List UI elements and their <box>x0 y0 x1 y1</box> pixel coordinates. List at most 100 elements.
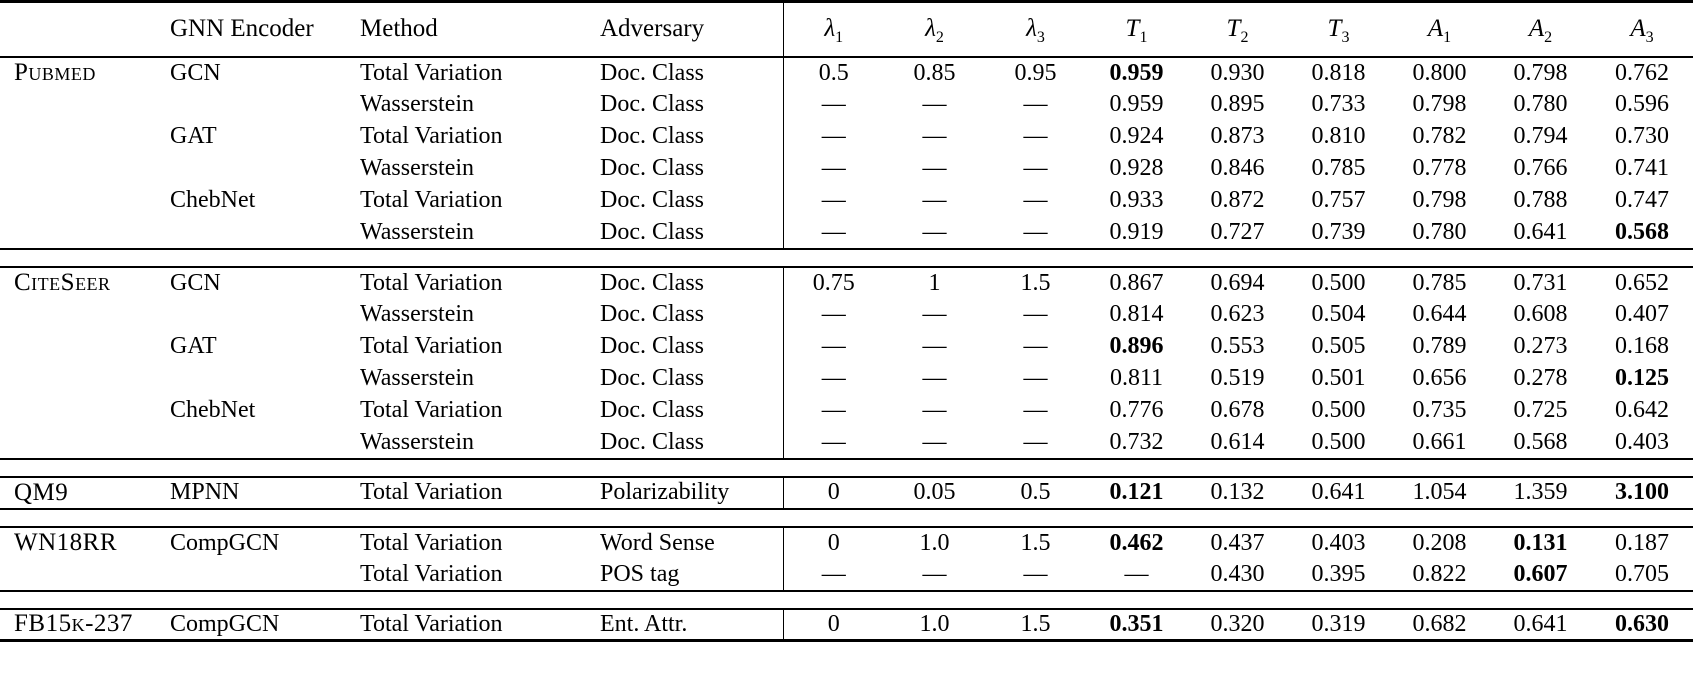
encoder-label <box>170 217 360 249</box>
method-label: Total Variation <box>360 333 503 359</box>
value-cell: 1.0 <box>919 529 950 556</box>
value-cell: 0.933 <box>1109 187 1164 213</box>
value-cell: 0.85 <box>913 59 956 86</box>
value-cell: 0.895 <box>1210 91 1265 117</box>
dataset-label <box>0 89 170 121</box>
header-gnn-encoder: GNN Encoder <box>170 1 360 58</box>
value-cell: — <box>922 91 947 117</box>
method-label: Total Variation <box>360 269 503 296</box>
value-cell: — <box>922 123 947 149</box>
value-cell: 0.661 <box>1412 428 1467 455</box>
value-cell: 0.731 <box>1513 269 1568 296</box>
table-row: Wasserstein Doc. Class — — — 0.928 0.846 0.785 0… <box>0 152 1693 185</box>
header-a-2: A2 <box>1490 1 1591 58</box>
encoder-label <box>170 427 360 459</box>
value-cell: 0.608 <box>1513 301 1568 327</box>
adversary-label: Doc. Class <box>600 298 784 331</box>
value-cell: 0.403 <box>1311 529 1366 556</box>
value-cell: 0.278 <box>1513 365 1568 391</box>
encoder-label <box>170 89 360 121</box>
encoder-label: GAT <box>170 333 217 359</box>
dataset-label <box>0 121 170 153</box>
header-lambda-2: λ2 <box>884 1 985 58</box>
value-cell: 0.800 <box>1412 59 1467 86</box>
value-cell: 0.641 <box>1311 479 1366 505</box>
value-cell: 0.500 <box>1311 397 1366 423</box>
value-cell: 0.757 <box>1311 187 1366 213</box>
value-cell: 0.641 <box>1513 218 1568 245</box>
value-cell: 0.641 <box>1513 610 1568 637</box>
adversary-label: Doc. Class <box>600 56 784 89</box>
header-method: Method <box>360 1 600 58</box>
adversary-label: Word Sense <box>600 526 784 559</box>
value-cell: 0.762 <box>1615 59 1669 86</box>
group-separator <box>0 457 1693 478</box>
value-cell: 0.727 <box>1210 218 1265 245</box>
method-label: Total Variation <box>360 529 503 556</box>
dataset-label <box>0 363 170 395</box>
value-cell: — <box>821 365 846 391</box>
method-label: Wasserstein <box>360 301 475 327</box>
value-cell: 0.320 <box>1210 610 1265 637</box>
value-cell: 0.208 <box>1412 529 1467 556</box>
value-cell: 1.5 <box>1020 269 1051 296</box>
value-cell: 0.814 <box>1109 301 1164 327</box>
header-a-3: A3 <box>1591 1 1693 58</box>
encoder-label <box>170 559 360 591</box>
value-cell: 0.739 <box>1311 218 1366 245</box>
value-cell: — <box>821 560 846 587</box>
adversary-label: Doc. Class <box>600 330 784 363</box>
method-label: Total Variation <box>360 560 503 587</box>
value-cell: 0.794 <box>1513 123 1568 149</box>
value-cell: 0.682 <box>1412 610 1467 637</box>
value-cell: 0.811 <box>1109 365 1164 391</box>
value-cell: 0.05 <box>913 479 956 505</box>
table-row: Wasserstein Doc. Class — — — 0.959 0.895 0.733 0… <box>0 88 1693 121</box>
value-cell: 0.785 <box>1311 155 1366 181</box>
value-cell: 0.5 <box>818 59 849 86</box>
value-cell: 0.776 <box>1109 397 1164 423</box>
dataset-label: WN18RR <box>14 529 117 556</box>
value-cell: 0.187 <box>1615 529 1669 556</box>
value-cell: — <box>922 333 947 359</box>
value-cell: — <box>821 218 846 245</box>
value-cell: 0.656 <box>1412 365 1467 391</box>
group-separator-rule <box>0 589 1693 610</box>
value-cell: 0.568 <box>1513 428 1568 455</box>
value-cell: 0.928 <box>1109 155 1164 181</box>
value-cell: — <box>1023 91 1048 117</box>
value-cell: 0.125 <box>1615 365 1669 391</box>
table-header: GNN Encoder Method Adversary λ1 λ2 λ3 T1 T2 T… <box>0 1 1693 58</box>
value-cell: — <box>821 333 846 359</box>
value-cell: 0.798 <box>1412 187 1467 213</box>
value-cell: 0.652 <box>1615 269 1669 296</box>
value-cell: 0.778 <box>1412 155 1467 181</box>
value-cell: 0.504 <box>1311 301 1366 327</box>
dataset-label: CiteSeer <box>14 269 111 296</box>
dataset-label: QM9 <box>14 478 69 506</box>
adversary-label: Doc. Class <box>600 426 784 459</box>
value-cell: 1.5 <box>1020 610 1051 637</box>
value-cell: 0.5 <box>1020 479 1051 505</box>
value-cell: — <box>1023 187 1048 213</box>
table-row: Wasserstein Doc. Class — — — 0.811 0.519 0.501 0… <box>0 362 1693 395</box>
value-cell: — <box>1023 397 1048 423</box>
header-adversary: Adversary <box>600 1 784 58</box>
value-cell: — <box>922 218 947 245</box>
value-cell: 0.553 <box>1210 333 1265 359</box>
method-label: Total Variation <box>360 479 503 505</box>
value-cell: 0.782 <box>1412 123 1467 149</box>
value-cell: 0.430 <box>1210 560 1265 587</box>
encoder-label: GCN <box>170 59 221 86</box>
value-cell: 1.0 <box>919 610 950 637</box>
encoder-label: ChebNet <box>170 187 256 213</box>
value-cell: 0.95 <box>1014 59 1057 86</box>
value-cell: — <box>821 123 846 149</box>
value-cell: 0.788 <box>1513 187 1568 213</box>
header-lambda-1: λ1 <box>783 1 884 58</box>
encoder-label: MPNN <box>170 479 240 505</box>
table-row: CiteSeer GCN Total Variation Doc. Class 0.75… <box>0 266 1693 299</box>
value-cell: — <box>1023 155 1048 181</box>
dataset-label <box>0 331 170 363</box>
